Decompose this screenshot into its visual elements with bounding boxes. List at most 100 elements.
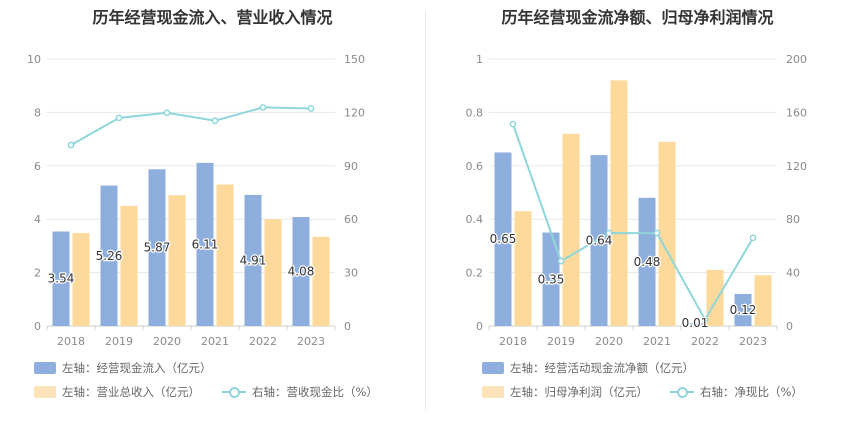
data-label: 3.54	[48, 272, 75, 286]
x-tick-label: 2018	[57, 335, 85, 348]
x-tick-label: 2020	[595, 335, 623, 348]
y-left-tick-label: 6	[34, 160, 41, 173]
y-right-tick-label: 120	[344, 106, 365, 119]
line-point	[509, 120, 517, 128]
line-point	[653, 229, 661, 237]
bar-series-2	[706, 269, 724, 326]
legend-label: 右轴：净现比（%）	[700, 385, 803, 399]
bar-series-1	[100, 185, 118, 326]
data-label: 4.08	[288, 265, 315, 279]
y-right-tick-label: 0	[786, 320, 793, 333]
legend-item[interactable]: 右轴：净现比（%）	[670, 384, 803, 400]
legend-swatch-blue	[34, 362, 56, 374]
bar-series-2	[264, 219, 282, 326]
x-tick-label: 2019	[547, 335, 575, 348]
x-tick-label: 2022	[691, 335, 719, 348]
line-series	[512, 123, 754, 322]
y-right-tick-label: 0	[344, 320, 351, 333]
y-right-tick-label: 160	[786, 106, 807, 119]
legend-item[interactable]: 左轴：经营活动现金流净额（亿元）	[482, 360, 694, 376]
bar-series-2	[168, 195, 186, 326]
data-label: 0.12	[730, 303, 757, 317]
x-tick-label: 2019	[105, 335, 133, 348]
y-left-tick-label: 0.2	[466, 267, 484, 280]
bar-series-2	[216, 184, 234, 326]
legend-item[interactable]: 右轴：营收现金比（%）	[222, 384, 378, 400]
y-left-tick-label: 10	[27, 53, 41, 66]
bar-series-2	[754, 275, 772, 326]
data-label: 0.01	[682, 316, 709, 330]
data-label: 0.64	[586, 234, 613, 248]
bar-series-1	[148, 169, 166, 326]
line-point	[701, 316, 709, 323]
bar-series-1	[542, 232, 560, 326]
panel-divider	[425, 10, 426, 410]
y-left-tick-label: 0.6	[466, 160, 484, 173]
bar-series-1	[734, 293, 752, 326]
bar-series-2	[312, 236, 330, 326]
legend-swatch-orange	[482, 386, 504, 398]
data-label: 5.87	[144, 241, 171, 255]
x-tick-label: 2020	[153, 335, 181, 348]
y-left-tick-label: 4	[34, 213, 41, 226]
y-left-tick-label: 8	[34, 106, 41, 119]
y-left-tick-label: 0	[476, 320, 483, 333]
y-right-tick-label: 200	[786, 53, 807, 66]
legend-line-icon	[222, 386, 246, 398]
y-right-tick-label: 80	[786, 213, 800, 226]
line-point	[115, 114, 123, 122]
bar-series-1	[244, 194, 262, 326]
chart-title: 历年经营现金流净额、归母净利润情况	[501, 8, 774, 27]
data-label: 5.26	[96, 249, 123, 263]
y-right-tick-label: 150	[344, 53, 365, 66]
legend-label: 左轴：归母净利润（亿元）	[510, 385, 648, 399]
y-right-tick-label: 60	[344, 213, 358, 226]
line-series	[70, 106, 312, 146]
y-left-tick-label: 2	[34, 267, 41, 280]
x-tick-label: 2023	[297, 335, 325, 348]
x-tick-label: 2023	[739, 335, 767, 348]
bar-series-1	[292, 217, 310, 326]
line-point	[211, 117, 219, 125]
data-label: 0.65	[490, 232, 517, 246]
y-left-tick-label: 0	[34, 320, 41, 333]
legend-item[interactable]: 左轴：经营现金流入（亿元）	[34, 360, 212, 376]
legend-item[interactable]: 左轴：归母净利润（亿元）	[482, 384, 648, 400]
bar-series-2	[120, 205, 138, 326]
data-label: 4.91	[240, 253, 267, 267]
line-point	[67, 141, 75, 149]
legend-item[interactable]: 左轴：营业总收入（亿元）	[34, 384, 200, 400]
line-point	[307, 105, 315, 112]
y-right-tick-label: 90	[344, 160, 358, 173]
line-point	[557, 257, 565, 265]
chart-panel-right: 历年经营现金流净额、归母净利润情况 0 0 0.2 40 0.4 80 0.6 120 0.8 1…	[425, 0, 850, 437]
line-point	[749, 234, 757, 242]
x-tick-label: 2018	[499, 335, 527, 348]
y-right-tick-label: 120	[786, 160, 807, 173]
x-tick-label: 2021	[643, 335, 671, 348]
y-left-tick-label: 0.8	[466, 106, 484, 119]
line-point	[163, 109, 171, 117]
bar-series-2	[562, 133, 580, 326]
legend-label: 左轴：经营现金流入（亿元）	[62, 361, 212, 375]
data-label: 6.11	[192, 237, 219, 251]
line-point	[259, 104, 267, 111]
chart-panel-left: 历年经营现金流入、营业收入情况 0 0 2 30 4 60 6 90 8 120 10 150 2018…	[27, 8, 378, 400]
legend-swatch-blue	[482, 362, 504, 374]
legend-label: 右轴：营收现金比（%）	[252, 385, 378, 399]
bar-series-1	[590, 155, 608, 326]
x-tick-label: 2022	[249, 335, 277, 348]
chart-title: 历年经营现金流入、营业收入情况	[92, 8, 333, 27]
bar-series-1	[494, 152, 512, 326]
chart-left-svg: 0 0 2 30 4 60 6 90 8 120 10 150 2018 2019 2020 2021 2022…	[27, 53, 365, 348]
chart-right-svg: 0 0 0.2 40 0.4 80 0.6 120 0.8 160 1 200 2018 2019 2020…	[466, 53, 808, 348]
legend-line-icon	[670, 386, 694, 398]
y-left-tick-label: 0.4	[466, 213, 484, 226]
bar-series-1	[638, 197, 656, 326]
data-label: 0.48	[634, 255, 661, 269]
bar-series-1	[52, 231, 70, 326]
bar-series-1	[686, 323, 704, 326]
y-right-tick-label: 40	[786, 267, 800, 280]
legend-label: 左轴：经营活动现金流净额（亿元）	[510, 361, 694, 375]
legend-label: 左轴：营业总收入（亿元）	[62, 385, 200, 399]
